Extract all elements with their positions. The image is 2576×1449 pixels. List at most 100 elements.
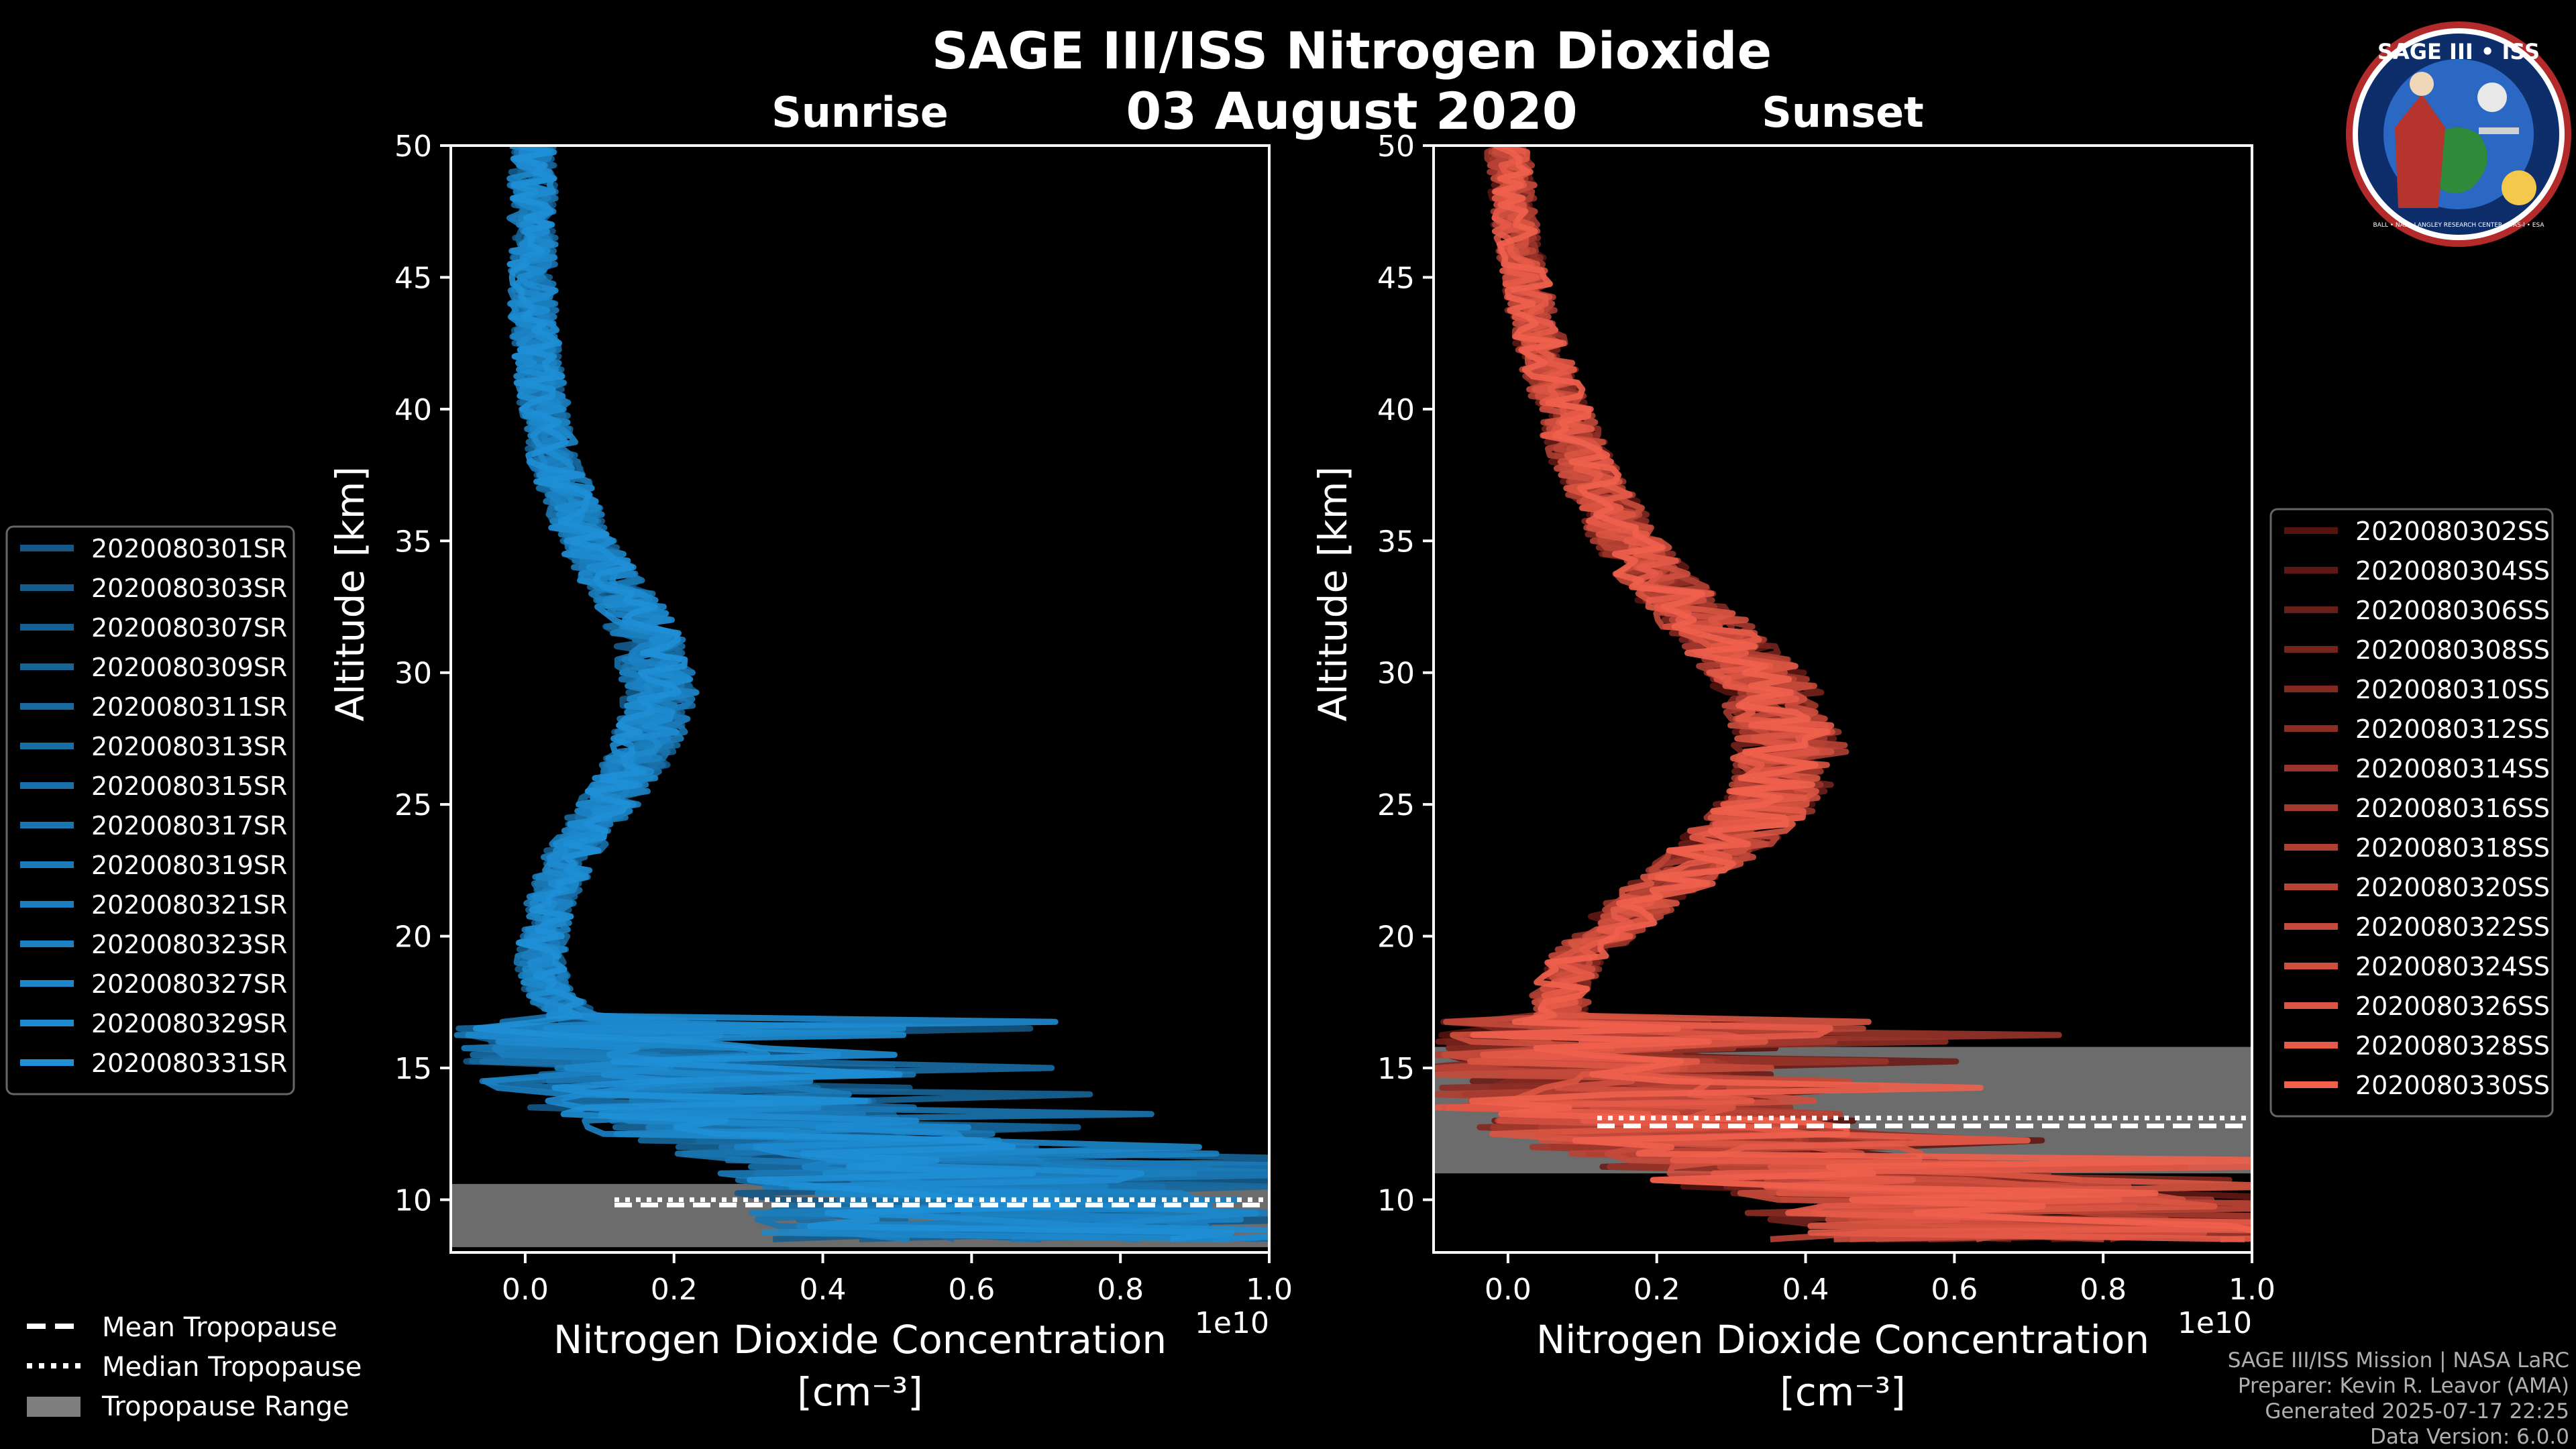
x-tick-label: 1.0 xyxy=(2229,1273,2275,1307)
y-tick-label: 10 xyxy=(394,1183,432,1218)
legend-label: 2020080322SS xyxy=(2355,912,2550,942)
y-tick-label: 45 xyxy=(394,261,432,295)
plot-area xyxy=(451,146,1269,1248)
figure-date: 03 August 2020 xyxy=(1126,81,1577,141)
figure-title: SAGE III/ISS Nitrogen Dioxide xyxy=(932,21,1772,80)
y-tick-label: 45 xyxy=(1377,261,1415,295)
legend-label: 2020080323SR xyxy=(91,930,287,959)
legend-label: 2020080308SS xyxy=(2355,635,2550,665)
plot-frame xyxy=(1432,144,2253,1254)
legend-label: 2020080312SS xyxy=(2355,714,2550,744)
panel-title: Sunrise xyxy=(771,88,949,137)
y-tick-label: 40 xyxy=(1377,393,1415,427)
sun-icon xyxy=(2502,170,2536,205)
mean-tropopause-label: Mean Tropopause xyxy=(102,1312,337,1343)
x-tick-label: 0.8 xyxy=(2080,1273,2127,1307)
y-tick-label: 20 xyxy=(1377,920,1415,955)
panel-title: Sunset xyxy=(1762,88,1924,137)
legend-label: 2020080310SS xyxy=(2355,675,2550,704)
legend-label: 2020080330SS xyxy=(2355,1071,2550,1100)
x-tick-label: 0.4 xyxy=(1782,1273,1829,1307)
legend-label: 2020080316SS xyxy=(2355,794,2550,823)
y-axis-label: Altitude [km] xyxy=(1310,466,1356,721)
x-tick-label: 0.8 xyxy=(1097,1273,1144,1307)
y-tick-label: 40 xyxy=(394,393,432,427)
legend-label: 2020080307SR xyxy=(91,613,287,643)
median-tropopause-label: Median Tropopause xyxy=(102,1352,362,1383)
y-axis-label: Altitude [km] xyxy=(327,466,373,721)
y-tick-label: 10 xyxy=(1377,1183,1415,1218)
credit-line: Preparer: Kevin R. Leavor (AMA) xyxy=(2238,1374,2569,1398)
legend-box xyxy=(5,525,295,1095)
credit-line: Data Version: 6.0.0 xyxy=(2370,1425,2569,1449)
sunrise-legend: 2020080301SR 2020080303SR 2020080307SR 2020… xyxy=(5,525,295,1095)
y-tick-label: 20 xyxy=(394,920,432,955)
plot-frame xyxy=(449,144,1271,1254)
y-tick-label: 50 xyxy=(1377,129,1415,164)
legend-label: 2020080317SR xyxy=(91,811,287,841)
series-line-2020080331SR xyxy=(472,146,1234,1242)
legend-label: 2020080326SS xyxy=(2355,991,2550,1021)
sunset-legend: 2020080302SS 2020080304SS 2020080306SS 2020… xyxy=(2269,508,2554,1118)
y-tick-label: 50 xyxy=(394,129,432,164)
legend-label: 2020080329SR xyxy=(91,1009,287,1038)
legend-label: 2020080306SS xyxy=(2355,596,2550,625)
y-tick-label: 30 xyxy=(394,657,432,691)
x-axis-label: Nitrogen Dioxide Concentration xyxy=(1536,1317,2149,1362)
y-tick-label: 25 xyxy=(394,788,432,822)
iss-icon xyxy=(2479,127,2519,134)
sunrise-panel: 0.0 0.2 0.4 0.6 0.8 1.0 10 15 20 25 30 35 40 45 50 Sunr… xyxy=(327,88,1293,1415)
legend-label: 2020080328SS xyxy=(2355,1031,2550,1061)
legend-label: 2020080318SS xyxy=(2355,833,2550,863)
x-axis-label: Nitrogen Dioxide Concentration xyxy=(553,1317,1167,1362)
x-scale-label: 1e10 xyxy=(2178,1306,2252,1340)
legend-label: 2020080302SS xyxy=(2355,517,2550,546)
x-scale-label: 1e10 xyxy=(1195,1306,1269,1340)
x-tick-label: 0.6 xyxy=(1931,1273,1978,1307)
astronomer-figure-icon xyxy=(2395,94,2445,208)
x-tick-label: 0.0 xyxy=(1485,1273,1532,1307)
legend-label: 2020080320SS xyxy=(2355,873,2550,902)
plot-area xyxy=(1434,146,2252,1242)
y-tick-label: 30 xyxy=(1377,657,1415,691)
legend-label: 2020080313SR xyxy=(91,732,287,761)
series-line-2020080328SS xyxy=(1434,146,2252,1242)
y-tick-label: 15 xyxy=(1377,1052,1415,1086)
legend-label: 2020080309SR xyxy=(91,653,287,682)
sunset-panel: 0.0 0.2 0.4 0.6 0.8 1.0 10 15 20 25 30 35 40 45 50 Suns… xyxy=(1310,88,2275,1415)
x-tick-label: 0.2 xyxy=(1633,1273,1680,1307)
tropopause-range-label: Tropopause Range xyxy=(101,1391,350,1422)
credit-line: SAGE III/ISS Mission | NASA LaRC xyxy=(2228,1348,2569,1373)
x-tick-label: 0.2 xyxy=(651,1273,698,1307)
x-tick-label: 0.0 xyxy=(502,1273,549,1307)
credits: SAGE III/ISS Mission | NASA LaRC Prepare… xyxy=(2228,1348,2569,1449)
logo-top-text: SAGE III • ISS xyxy=(2377,39,2540,64)
legend-label: 2020080301SR xyxy=(91,534,287,564)
x-tick-label: 0.6 xyxy=(948,1273,995,1307)
legend-label: 2020080314SS xyxy=(2355,754,2550,784)
legend-label: 2020080303SR xyxy=(91,574,287,603)
x-axis-unit: [cm⁻³] xyxy=(797,1369,923,1415)
moon-icon xyxy=(2477,83,2507,112)
legend-label: 2020080311SR xyxy=(91,692,287,722)
tropopause-range-swatch xyxy=(27,1397,80,1417)
series-line-2020080330SS xyxy=(1468,146,2252,1234)
legend-label: 2020080319SR xyxy=(91,851,287,880)
legend-label: 2020080324SS xyxy=(2355,952,2550,981)
x-axis-unit: [cm⁻³] xyxy=(1780,1369,1906,1415)
y-tick-label: 35 xyxy=(394,525,432,559)
credit-line: Generated 2025-07-17 22:25 xyxy=(2265,1399,2569,1424)
legend-box xyxy=(2269,508,2554,1118)
legend-label: 2020080315SR xyxy=(91,771,287,801)
y-tick-label: 25 xyxy=(1377,788,1415,822)
sage-iii-iss-logo: SAGE III • ISS BALL • NASA LANGLEY RESEA… xyxy=(2346,21,2571,247)
tropopause-legend: Mean Tropopause Median Tropopause Tropop… xyxy=(27,1312,362,1422)
legend-label: 2020080304SS xyxy=(2355,556,2550,586)
legend-label: 2020080331SR xyxy=(91,1049,287,1078)
x-tick-label: 0.4 xyxy=(800,1273,847,1307)
legend-label: 2020080327SR xyxy=(91,969,287,999)
logo-ring-text: BALL • NASA LANGLEY RESEARCH CENTER • TA… xyxy=(2373,222,2544,229)
y-tick-label: 15 xyxy=(394,1052,432,1086)
x-tick-label: 1.0 xyxy=(1246,1273,1293,1307)
